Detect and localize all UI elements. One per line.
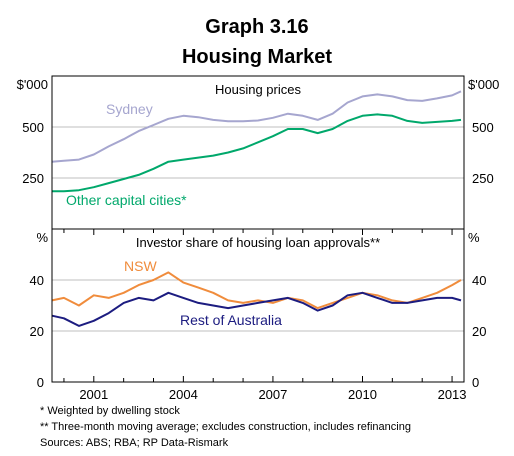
panel-2-unit-left: %: [36, 230, 48, 245]
panel-2-series-line-2: [51, 291, 462, 327]
panel-1-ytick-left-500: 500: [22, 120, 44, 135]
panel-2-series-label-1: NSW: [124, 258, 157, 274]
panel-1-unit-left: $'000: [17, 77, 48, 92]
panel-2-ytick-right-20: 20: [472, 324, 486, 339]
panel-1-series-line-2: [52, 113, 462, 193]
panel-1-ytick-right-500: 500: [472, 120, 494, 135]
panel-1-ytick-right-250: 250: [472, 171, 494, 186]
frame-layer: [51, 75, 465, 383]
panel-1-unit-right: $'000: [468, 77, 499, 92]
panel-2-ytick-left-0: 0: [37, 375, 44, 390]
panel-2-frame: [51, 228, 465, 383]
label-layer: 250 250 500 500 $'000 $'000 Housing prices Sydn…: [17, 77, 500, 402]
series-layer: [51, 90, 462, 327]
panel-2-ytick-left-20: 20: [30, 324, 44, 339]
x-tick-label-2010: 2010: [348, 387, 377, 402]
panel-1-series-label-2: Other capital cities*: [66, 192, 187, 208]
panel-2-ytick-left-40: 40: [30, 273, 44, 288]
panel-1-title: Housing prices: [215, 82, 301, 97]
x-tick-label-2013: 2013: [438, 387, 467, 402]
panel-2-title: Investor share of housing loan approvals…: [136, 235, 380, 250]
x-tick-label-2007: 2007: [258, 387, 287, 402]
panel-2-ytick-right-0: 0: [472, 375, 479, 390]
panel-1-series-label-1: Sydney: [106, 101, 153, 117]
x-tick-label-2001: 2001: [79, 387, 108, 402]
footnote-moving-average: ** Three-month moving average; excludes …: [40, 421, 411, 433]
panel-2-unit-right: %: [468, 230, 480, 245]
footnote-weighting: * Weighted by dwelling stock: [40, 405, 180, 417]
panel-2-series-line-1: [51, 271, 462, 310]
x-tick-label-2004: 2004: [169, 387, 198, 402]
chart-subtitle: Housing Market: [182, 46, 332, 68]
panel-1-ytick-left-250: 250: [22, 171, 44, 186]
panel-1-series-line-1: [51, 90, 462, 163]
chart-title: Graph 3.16: [205, 16, 308, 38]
panel-2-ytick-right-40: 40: [472, 273, 486, 288]
footnote-sources: Sources: ABS; RBA; RP Data-Rismark: [40, 437, 229, 449]
panel-2-series-label-2: Rest of Australia: [180, 312, 282, 328]
grid-layer: [52, 126, 464, 332]
